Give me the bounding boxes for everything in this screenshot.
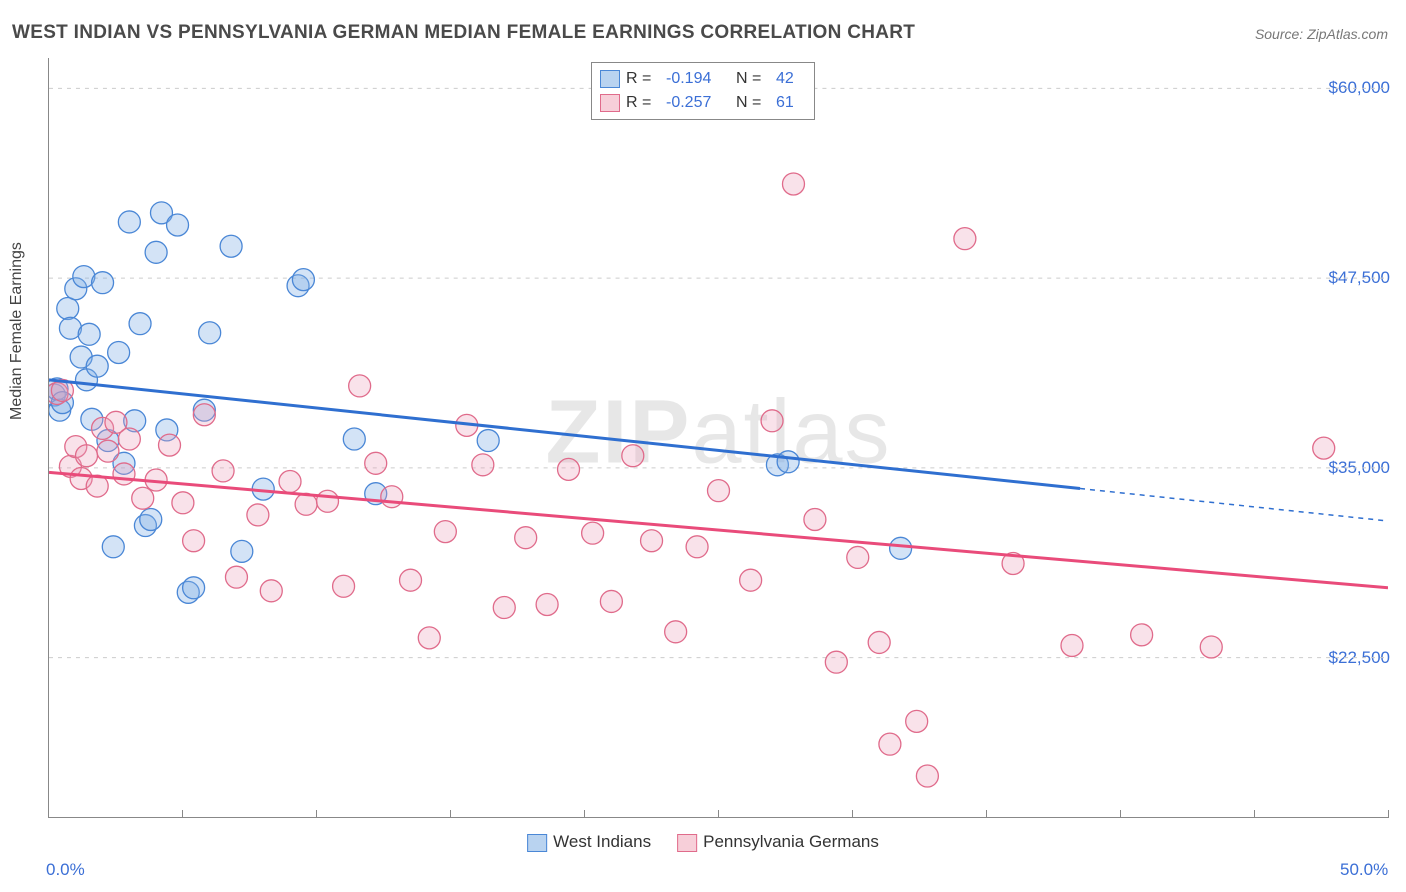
data-point: [622, 445, 644, 467]
chart-svg: [49, 58, 1388, 817]
data-point: [847, 546, 869, 568]
source-attribution: Source: ZipAtlas.com: [1255, 26, 1388, 42]
legend-label: Pennsylvania Germans: [703, 832, 879, 851]
data-point: [113, 463, 135, 485]
data-point: [400, 569, 422, 591]
data-point: [118, 211, 140, 233]
data-point: [231, 540, 253, 562]
data-point: [515, 527, 537, 549]
data-point: [260, 580, 282, 602]
data-point: [1131, 624, 1153, 646]
data-point: [102, 536, 124, 558]
legend-swatch: [600, 70, 620, 88]
data-point: [493, 597, 515, 619]
data-point: [132, 487, 154, 509]
data-point: [97, 440, 119, 462]
data-point: [879, 733, 901, 755]
data-point: [78, 323, 100, 345]
data-point: [225, 566, 247, 588]
data-point: [381, 486, 403, 508]
data-point: [582, 522, 604, 544]
data-point: [220, 235, 242, 257]
data-point: [434, 521, 456, 543]
data-point: [349, 375, 371, 397]
legend-swatch: [677, 834, 697, 852]
data-point: [292, 269, 314, 291]
data-point: [1200, 636, 1222, 658]
data-point: [247, 504, 269, 526]
data-point: [536, 593, 558, 615]
data-point: [906, 710, 928, 732]
data-point: [916, 765, 938, 787]
data-point: [954, 228, 976, 250]
data-point: [1061, 634, 1083, 656]
data-point: [365, 452, 387, 474]
legend-item: Pennsylvania Germans: [677, 832, 879, 852]
data-point: [472, 454, 494, 476]
legend-n-label: N =: [736, 70, 770, 88]
data-point: [57, 297, 79, 319]
data-point: [317, 490, 339, 512]
data-point: [777, 451, 799, 473]
data-point: [890, 537, 912, 559]
data-point: [92, 272, 114, 294]
data-point: [108, 342, 130, 364]
data-point: [183, 577, 205, 599]
data-point: [76, 445, 98, 467]
data-point: [708, 480, 730, 502]
data-point: [129, 313, 151, 335]
legend-label: West Indians: [553, 832, 651, 851]
data-point: [145, 241, 167, 263]
data-point: [782, 173, 804, 195]
data-point: [868, 631, 890, 653]
data-point: [279, 471, 301, 493]
data-point: [333, 575, 355, 597]
data-point: [804, 508, 826, 530]
plot-area: ZIPatlas: [48, 58, 1388, 818]
legend-item: West Indians: [527, 832, 651, 852]
data-point: [343, 428, 365, 450]
legend-swatch: [600, 94, 620, 112]
data-point: [600, 590, 622, 612]
data-point: [199, 322, 221, 344]
x-tick: [1388, 810, 1389, 818]
x-axis-max-label: 50.0%: [1340, 860, 1388, 880]
data-point: [740, 569, 762, 591]
data-point: [477, 430, 499, 452]
legend-swatch: [527, 834, 547, 852]
y-axis-label: Median Female Earnings: [8, 242, 26, 420]
series-legend: West Indians Pennsylvania Germans: [527, 832, 879, 852]
data-point: [118, 428, 140, 450]
data-point: [641, 530, 663, 552]
trend-line-extrapolated: [1080, 489, 1388, 521]
legend-r-label: R =: [626, 70, 660, 88]
data-point: [193, 404, 215, 426]
data-point: [183, 530, 205, 552]
data-point: [558, 458, 580, 480]
data-point: [86, 355, 108, 377]
data-point: [140, 508, 162, 530]
data-point: [825, 651, 847, 673]
data-point: [761, 410, 783, 432]
chart-title: WEST INDIAN VS PENNSYLVANIA GERMAN MEDIA…: [12, 22, 915, 44]
data-point: [172, 492, 194, 514]
data-point: [159, 434, 181, 456]
legend-r-value: -0.194: [666, 70, 730, 88]
data-point: [665, 621, 687, 643]
data-point: [1313, 437, 1335, 459]
legend-row: R = -0.257 N = 61: [600, 91, 806, 115]
legend-n-value: 61: [776, 94, 806, 112]
x-axis-min-label: 0.0%: [46, 860, 85, 880]
data-point: [167, 214, 189, 236]
data-point: [212, 460, 234, 482]
correlation-legend: R = -0.194 N = 42 R = -0.257 N = 61: [591, 62, 815, 120]
legend-row: R = -0.194 N = 42: [600, 67, 806, 91]
data-point: [418, 627, 440, 649]
legend-r-value: -0.257: [666, 94, 730, 112]
legend-n-value: 42: [776, 70, 806, 88]
data-point: [686, 536, 708, 558]
legend-r-label: R =: [626, 94, 660, 112]
legend-n-label: N =: [736, 94, 770, 112]
